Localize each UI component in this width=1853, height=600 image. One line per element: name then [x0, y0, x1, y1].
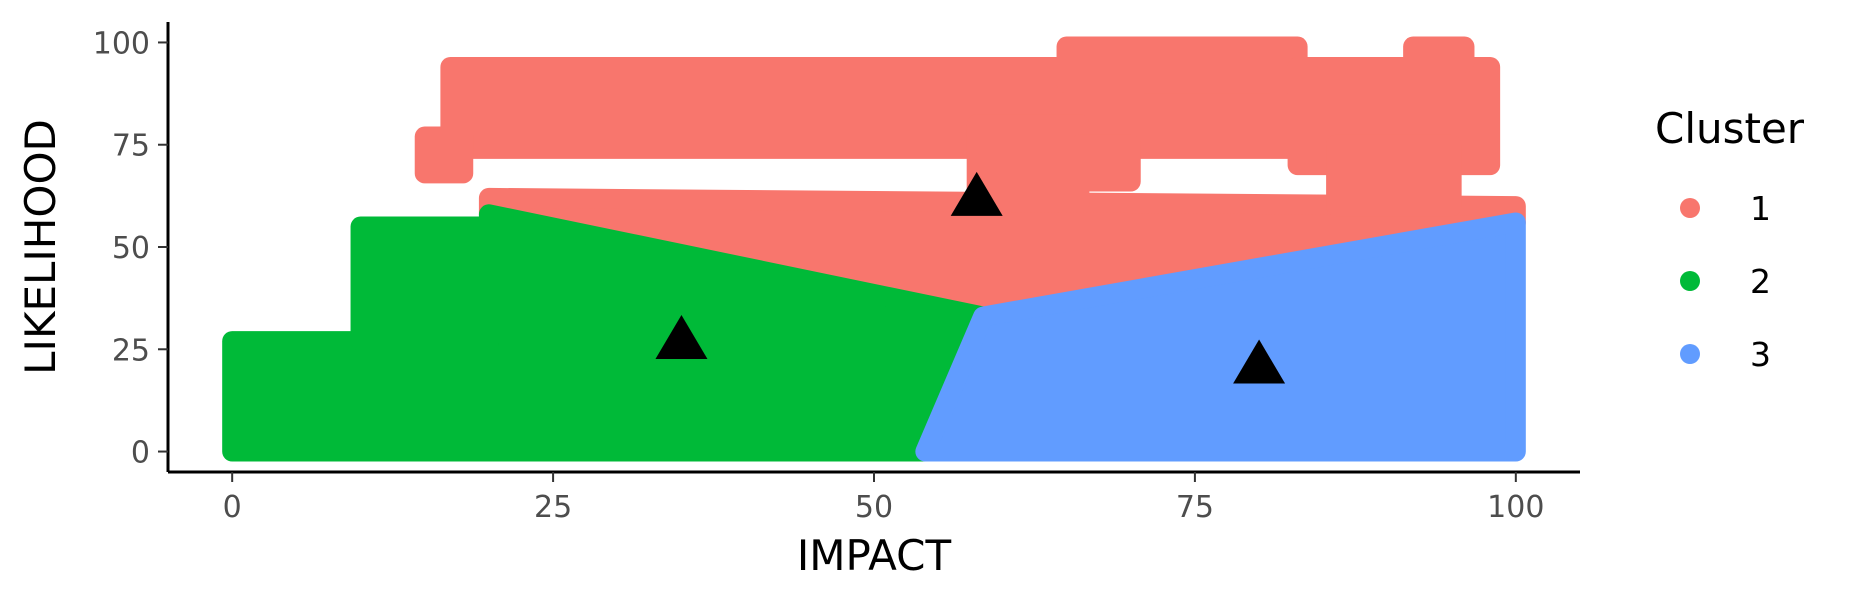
legend-item-3: 3	[1680, 335, 1771, 374]
cluster-3-points	[915, 212, 1526, 462]
cluster-2-point-block-2	[350, 216, 499, 352]
cluster-1-point-block-7	[1326, 134, 1462, 217]
centroid-1-marker	[950, 171, 1003, 216]
legend-item-1: 1	[1680, 189, 1771, 228]
cluster-1-point-block-8	[1069, 134, 1141, 192]
legend-swatch	[1680, 271, 1700, 291]
y-tick-label: 50	[112, 231, 150, 266]
legend: Cluster 1 2 3	[1655, 104, 1805, 374]
cluster-1-point-block-2	[414, 126, 474, 184]
y-tick-label: 100	[93, 26, 150, 61]
legend-swatch	[1680, 198, 1700, 218]
plot-area	[222, 36, 1526, 462]
y-tick-label: 0	[131, 436, 150, 471]
y-tick-label: 75	[112, 129, 150, 164]
x-ticks: 0 25 50 75 100	[223, 472, 1544, 525]
legend-label: 3	[1750, 335, 1771, 374]
y-ticks: 0 25 50 75 100	[93, 26, 168, 471]
centroid-markers	[655, 171, 1286, 384]
legend-swatch	[1680, 344, 1700, 364]
cluster-2-point-block-1	[222, 331, 499, 462]
cluster-2-points	[222, 204, 994, 462]
x-tick-label: 100	[1487, 490, 1544, 525]
centroid-3-marker	[1233, 339, 1286, 384]
cluster-3-boundary-region	[915, 212, 1526, 462]
x-axis-title: IMPACT	[797, 531, 952, 580]
legend-label: 1	[1750, 189, 1771, 228]
y-tick-label: 25	[112, 333, 150, 368]
legend-items: 1 2 3	[1680, 189, 1771, 374]
legend-label: 2	[1750, 262, 1771, 301]
x-tick-label: 25	[534, 490, 572, 525]
x-tick-label: 75	[1176, 490, 1214, 525]
cluster-1-points	[414, 36, 1526, 327]
cluster-1-point-block-3	[1056, 36, 1308, 94]
y-axis-title: LIKELIHOOD	[16, 119, 65, 375]
cluster-1-point-block-5	[1403, 36, 1475, 73]
cluster-1-point-block-6	[966, 114, 1090, 212]
legend-title: Cluster	[1655, 104, 1805, 153]
legend-item-2: 2	[1680, 262, 1771, 301]
x-tick-label: 50	[855, 490, 893, 525]
centroid-2-marker	[655, 315, 708, 359]
x-tick-label: 0	[223, 490, 242, 525]
